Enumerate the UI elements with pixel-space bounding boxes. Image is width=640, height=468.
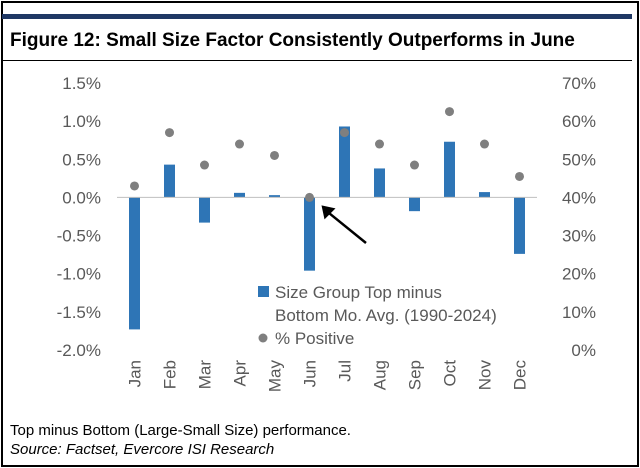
dot-may: [270, 150, 279, 160]
y-right-tick-label: 30%: [562, 227, 596, 246]
dot-mar: [200, 160, 209, 170]
bar-sep: [409, 197, 420, 212]
x-tick-label: May: [266, 360, 285, 393]
title-divider: [2, 60, 632, 61]
y-left-tick-label: 0.0%: [62, 188, 101, 207]
bar-nov: [479, 192, 490, 198]
dot-feb: [165, 128, 174, 138]
legend-bar-label-line2: Bottom Mo. Avg. (1990-2024): [275, 306, 497, 325]
legend-bar-swatch: [258, 286, 269, 297]
x-tick-label: Sep: [406, 360, 425, 390]
x-tick-label: Jun: [301, 360, 320, 387]
x-tick-label: Apr: [231, 360, 250, 387]
bar-feb: [164, 164, 175, 198]
dot-jan: [130, 181, 139, 191]
dot-jun: [305, 192, 314, 202]
x-tick-label: Dec: [511, 360, 530, 391]
bar-dec: [514, 197, 525, 254]
x-tick-label: Feb: [161, 360, 180, 389]
y-left-tick-label: -1.5%: [57, 303, 101, 322]
y-right-tick-label: 70%: [562, 74, 596, 93]
bar-apr: [234, 192, 245, 198]
annotation-arrow-shaft: [328, 212, 367, 244]
dot-dec: [515, 171, 524, 181]
annotation-arrowhead: [321, 205, 336, 220]
y-left-tick-label: 0.5%: [62, 150, 101, 169]
y-right-tick-label: 10%: [562, 303, 596, 322]
figure-title: Figure 12: Small Size Factor Consistentl…: [10, 30, 575, 51]
dot-aug: [375, 139, 384, 149]
header-accent-bar: [2, 14, 632, 19]
x-tick-label: Jan: [126, 360, 145, 387]
x-tick-label: Oct: [441, 360, 460, 387]
legend-bar-label-line1: Size Group Top minus: [275, 283, 442, 302]
y-left-tick-label: -1.0%: [57, 265, 101, 284]
legend-dot-swatch: [258, 333, 268, 343]
dot-sep: [410, 160, 419, 170]
y-right-tick-label: 0%: [571, 341, 596, 360]
source-note: Source: Factset, Evercore ISI Research: [10, 441, 275, 458]
bar-jun: [304, 197, 315, 271]
y-right-tick-label: 40%: [562, 188, 596, 207]
x-tick-label: Nov: [476, 360, 495, 391]
x-tick-label: Jul: [336, 360, 355, 382]
dot-oct: [445, 107, 454, 117]
dot-nov: [480, 139, 489, 149]
bar-mar: [199, 197, 210, 223]
y-right-tick-label: 20%: [562, 265, 596, 284]
dot-jul: [340, 128, 349, 138]
y-left-tick-label: -0.5%: [57, 227, 101, 246]
y-right-tick-label: 60%: [562, 112, 596, 131]
x-tick-label: Aug: [371, 360, 390, 390]
bar-jan: [129, 197, 140, 330]
y-left-tick-label: -2.0%: [57, 341, 101, 360]
bar-oct: [444, 141, 455, 198]
bar-may: [269, 195, 280, 198]
y-left-tick-label: 1.5%: [62, 74, 101, 93]
bar-aug: [374, 168, 385, 198]
footnote: Top minus Bottom (Large-Small Size) perf…: [10, 422, 351, 439]
dot-apr: [235, 139, 244, 149]
bar-jul: [339, 126, 350, 198]
y-left-tick-label: 1.0%: [62, 112, 101, 131]
legend-dot-label: % Positive: [275, 329, 354, 348]
y-right-tick-label: 50%: [562, 150, 596, 169]
x-tick-label: Mar: [196, 360, 215, 390]
